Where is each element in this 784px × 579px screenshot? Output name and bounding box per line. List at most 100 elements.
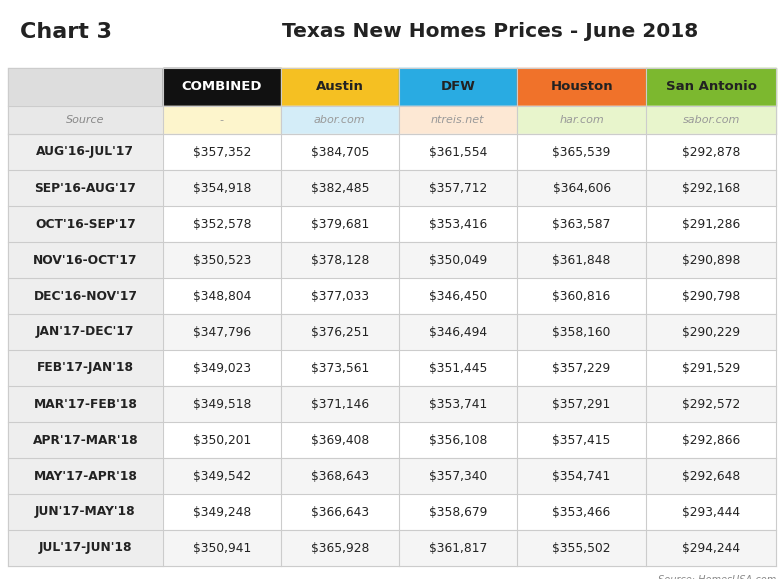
Bar	[646, 530, 776, 566]
Bar	[646, 134, 776, 170]
Text: SEP'16-AUG'17: SEP'16-AUG'17	[34, 181, 136, 195]
Bar	[399, 106, 517, 134]
Text: DFW: DFW	[441, 80, 475, 93]
Text: MAY'17-APR'18: MAY'17-APR'18	[34, 470, 137, 482]
Bar	[281, 68, 399, 106]
Text: $378,128: $378,128	[310, 254, 369, 266]
Bar	[163, 278, 281, 314]
Text: $364,606: $364,606	[553, 181, 611, 195]
Bar	[8, 422, 163, 458]
Text: Austin: Austin	[316, 80, 364, 93]
Text: $361,848: $361,848	[553, 254, 611, 266]
Bar	[399, 350, 517, 386]
Bar	[399, 530, 517, 566]
Bar	[8, 170, 163, 206]
Bar	[646, 170, 776, 206]
Bar	[8, 350, 163, 386]
Text: $291,286: $291,286	[682, 218, 740, 230]
Bar	[8, 134, 163, 170]
Text: NOV'16-OCT'17: NOV'16-OCT'17	[33, 254, 138, 266]
Bar	[646, 68, 776, 106]
Text: DEC'16-NOV'17: DEC'16-NOV'17	[34, 290, 137, 302]
Text: $363,587: $363,587	[553, 218, 611, 230]
Bar	[399, 170, 517, 206]
Bar	[399, 494, 517, 530]
Bar	[517, 422, 646, 458]
Bar	[517, 314, 646, 350]
Text: $365,539: $365,539	[553, 145, 611, 159]
Text: $371,146: $371,146	[310, 398, 368, 411]
Bar	[281, 530, 399, 566]
Bar	[517, 242, 646, 278]
Text: $346,450: $346,450	[429, 290, 487, 302]
Bar	[517, 134, 646, 170]
Text: $358,160: $358,160	[553, 325, 611, 339]
Text: $349,542: $349,542	[193, 470, 251, 482]
Text: $357,229: $357,229	[553, 361, 611, 375]
Bar	[646, 242, 776, 278]
Bar	[399, 314, 517, 350]
Text: $360,816: $360,816	[553, 290, 611, 302]
Text: COMBINED: COMBINED	[182, 80, 262, 93]
Bar	[163, 314, 281, 350]
Bar	[646, 458, 776, 494]
Bar	[8, 386, 163, 422]
Bar	[646, 386, 776, 422]
Text: -: -	[220, 115, 223, 125]
Bar	[281, 422, 399, 458]
Text: $376,251: $376,251	[310, 325, 369, 339]
Text: $354,918: $354,918	[193, 181, 251, 195]
Text: $384,705: $384,705	[310, 145, 369, 159]
Bar	[399, 68, 517, 106]
Bar	[163, 422, 281, 458]
Bar	[8, 314, 163, 350]
Bar	[281, 350, 399, 386]
Text: $379,681: $379,681	[310, 218, 369, 230]
Text: $366,643: $366,643	[310, 505, 368, 519]
Bar	[8, 68, 163, 106]
Bar	[399, 206, 517, 242]
Text: $369,408: $369,408	[310, 434, 369, 446]
Bar	[8, 106, 776, 134]
Text: MAR'17-FEB'18: MAR'17-FEB'18	[34, 398, 137, 411]
Text: $291,529: $291,529	[682, 361, 740, 375]
Bar	[517, 170, 646, 206]
Bar	[8, 530, 163, 566]
Text: $294,244: $294,244	[682, 541, 740, 555]
Text: Chart 3: Chart 3	[20, 22, 112, 42]
Bar	[646, 314, 776, 350]
Bar	[646, 422, 776, 458]
Text: $373,561: $373,561	[310, 361, 369, 375]
Bar	[399, 134, 517, 170]
Text: $292,572: $292,572	[682, 398, 740, 411]
Bar	[517, 68, 646, 106]
Bar	[399, 458, 517, 494]
Bar	[281, 278, 399, 314]
Bar	[399, 242, 517, 278]
Bar	[163, 350, 281, 386]
Bar	[517, 458, 646, 494]
Bar	[8, 242, 163, 278]
Text: $352,578: $352,578	[193, 218, 251, 230]
Text: Texas New Homes Prices - June 2018: Texas New Homes Prices - June 2018	[282, 22, 698, 41]
Bar	[646, 350, 776, 386]
Text: OCT'16-SEP'17: OCT'16-SEP'17	[35, 218, 136, 230]
Text: $347,796: $347,796	[193, 325, 251, 339]
Text: $377,033: $377,033	[310, 290, 368, 302]
Text: ntreis.net: ntreis.net	[431, 115, 485, 125]
Text: Houston: Houston	[550, 80, 613, 93]
Bar	[163, 106, 281, 134]
Text: $357,340: $357,340	[429, 470, 487, 482]
Bar	[517, 386, 646, 422]
Bar	[646, 206, 776, 242]
Text: $350,523: $350,523	[193, 254, 251, 266]
Bar	[281, 314, 399, 350]
Text: $292,878: $292,878	[682, 145, 740, 159]
Text: Source: Source	[66, 115, 104, 125]
Bar	[163, 68, 281, 106]
Text: AUG'16-JUL'17: AUG'16-JUL'17	[36, 145, 134, 159]
Bar	[163, 206, 281, 242]
Bar	[281, 206, 399, 242]
Text: FEB'17-JAN'18: FEB'17-JAN'18	[37, 361, 134, 375]
Text: $353,416: $353,416	[429, 218, 487, 230]
